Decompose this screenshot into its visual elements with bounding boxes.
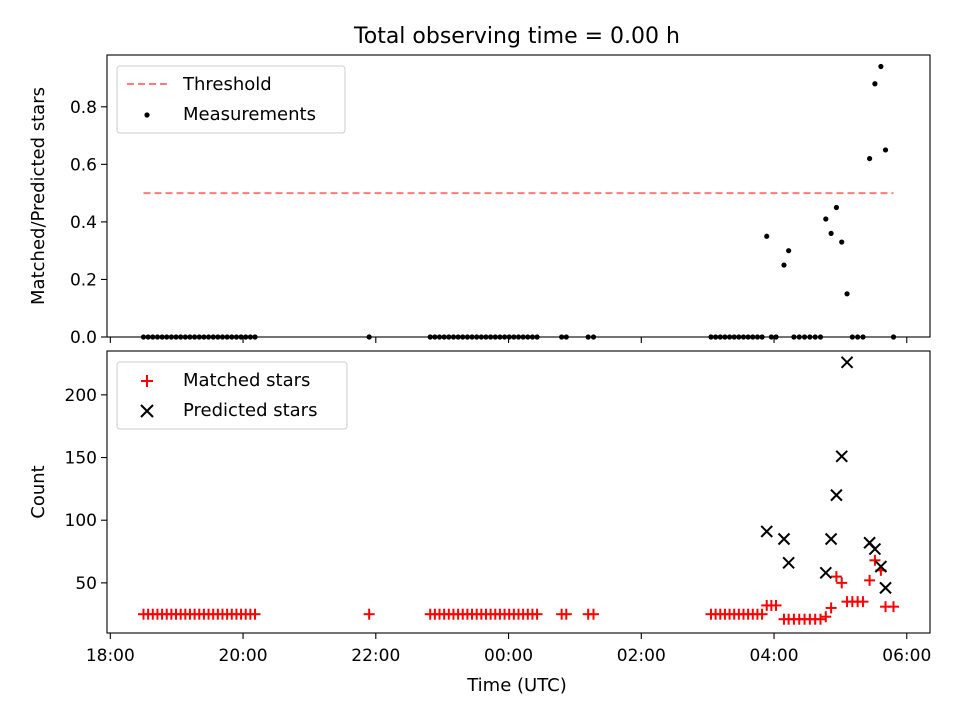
ratio-y-tick-label: 0.0 xyxy=(70,328,97,348)
measurement-point xyxy=(844,291,850,297)
measurement-point xyxy=(882,147,889,153)
count-legend-box xyxy=(116,361,348,430)
count-axis-ticks: 18:00 20:00 22:00 00:00 02:00 04:00 06:00 50 100… xyxy=(65,386,932,666)
ratio-axis-ticks: 0.0 0.2 0.4 0.6 0.8 xyxy=(70,98,908,348)
count-x-tick-label: 00:00 xyxy=(484,646,533,666)
ratio-plot-marks xyxy=(140,63,897,340)
count-x-tick-label: 20:00 xyxy=(219,646,268,666)
predicted-star-point xyxy=(874,560,888,573)
ratio-y-tick-label: 0.8 xyxy=(70,98,97,118)
matched-star-point xyxy=(249,608,261,620)
ratio-panel: 0.00.20.40.60.8 Matched/Predicted stars … xyxy=(28,54,931,348)
legend-matched-swatch xyxy=(141,375,153,387)
matched-star-point xyxy=(864,574,876,586)
ratio-y-tick-label: 0.4 xyxy=(70,213,97,233)
count-legend: Matched stars Predicted stars xyxy=(116,361,348,430)
ratio-y-tick-label: 0.2 xyxy=(70,270,97,290)
count-y-tick-label: 50 xyxy=(75,574,97,594)
count-x-tick-label: 06:00 xyxy=(882,646,931,666)
legend-measurements-label: Measurements xyxy=(183,104,316,125)
matched-star-point xyxy=(887,601,899,613)
count-y-tick-label: 100 xyxy=(65,511,97,531)
count-y-tick-label: 150 xyxy=(65,449,97,469)
matched-star-point xyxy=(814,613,826,625)
matched-star-point xyxy=(587,608,599,620)
predicted-star-point xyxy=(819,566,833,580)
matched-star-point xyxy=(857,596,869,608)
matched-star-point xyxy=(825,602,837,614)
predicted-star-point xyxy=(868,542,882,556)
matched-star-point xyxy=(756,608,768,620)
count-x-tick-label: 04:00 xyxy=(750,646,799,666)
measurement-point xyxy=(878,63,884,70)
predicted-star-point xyxy=(879,581,892,595)
legend-predicted-swatch xyxy=(140,404,154,418)
chart-title: Total observing time = 0.00 h xyxy=(353,24,680,49)
matched-star-point xyxy=(836,577,848,589)
legend-matched-label: Matched stars xyxy=(183,370,310,391)
count-plot-marks xyxy=(138,356,899,625)
predicted-star-point xyxy=(760,525,773,538)
ratio-axes-frame xyxy=(106,54,931,338)
matched-star-point xyxy=(560,608,572,620)
count-y-tick-label: 200 xyxy=(65,386,97,406)
predicted-star-point xyxy=(782,556,795,570)
matched-star-point xyxy=(830,571,842,583)
count-x-tick-label: 02:00 xyxy=(617,646,666,666)
legend-threshold-label: Threshold xyxy=(182,74,272,95)
measurement-point xyxy=(828,230,834,237)
predicted-star-point xyxy=(830,488,843,502)
ratio-y-tick-label: 0.6 xyxy=(70,155,97,175)
count-x-tick-label: 18:00 xyxy=(86,646,135,666)
measurement-point xyxy=(781,262,787,268)
measurement-point xyxy=(786,248,792,254)
measurement-point xyxy=(867,155,873,162)
ratio-legend-box xyxy=(116,65,346,134)
count-axes-frame xyxy=(106,350,931,634)
predicted-star-point xyxy=(777,532,791,546)
x-axis-label: Time (UTC) xyxy=(466,675,567,696)
count-x-tick-label: 22:00 xyxy=(351,646,400,666)
count-y-axis-label: Count xyxy=(28,465,49,518)
ratio-legend: Threshold Measurements xyxy=(116,65,346,134)
measurement-point xyxy=(823,216,829,222)
measurement-point xyxy=(839,239,845,245)
predicted-star-point xyxy=(840,356,854,369)
count-panel: 18:00 20:00 22:00 00:00 02:00 04:00 06:00 50 100… xyxy=(28,350,932,666)
measurement-point xyxy=(833,204,840,211)
ratio-y-axis-label: Matched/Predicted stars xyxy=(28,87,49,305)
matched-star-point xyxy=(363,608,375,620)
legend-measurements-swatch xyxy=(144,112,150,118)
legend-predicted-label: Predicted stars xyxy=(183,400,317,421)
matched-star-point xyxy=(531,608,543,620)
measurement-point xyxy=(872,81,878,87)
matched-star-point xyxy=(820,611,832,623)
predicted-star-point xyxy=(824,532,838,546)
matched-star-point xyxy=(770,599,782,611)
measurement-point xyxy=(764,233,770,239)
predicted-star-point xyxy=(835,450,848,463)
matched-star-point xyxy=(869,554,881,566)
